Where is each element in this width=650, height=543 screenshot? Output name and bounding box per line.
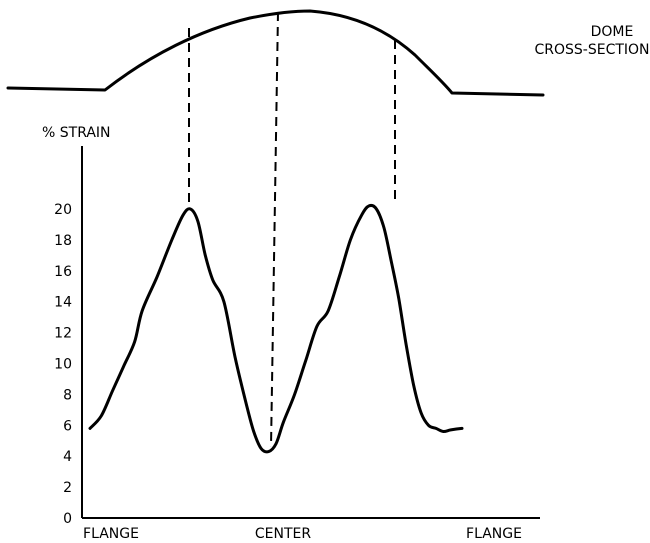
y-tick-label: 8 xyxy=(63,387,72,403)
strain-series-line xyxy=(88,203,464,454)
y-tick-label: 16 xyxy=(54,264,72,280)
y-tick-label: 18 xyxy=(54,233,72,249)
y-tick-label: 0 xyxy=(63,511,72,527)
y-tick-label: 10 xyxy=(54,357,72,373)
x-tick-label: CENTER xyxy=(255,526,311,542)
dome-label-line2: CROSS-SECTION xyxy=(534,42,649,58)
x-tick-labels: FLANGE CENTER FLANGE xyxy=(83,526,522,542)
x-tick-label: FLANGE xyxy=(83,526,139,542)
center-projection xyxy=(270,11,279,448)
y-tick-label: 12 xyxy=(54,326,72,342)
dome-label-line1: DOME xyxy=(591,24,634,40)
dome-profile xyxy=(6,9,545,97)
y-axis-label: % STRAIN xyxy=(42,125,111,141)
x-tick-label: FLANGE xyxy=(466,526,522,542)
y-tick-label: 4 xyxy=(63,449,72,465)
y-tick-labels: 0 2 4 6 8 10 12 14 16 18 20 xyxy=(54,202,72,527)
y-tick-label: 14 xyxy=(54,295,72,311)
y-tick-label: 2 xyxy=(63,480,72,496)
y-tick-label: 6 xyxy=(63,418,72,434)
y-tick-label: 20 xyxy=(54,202,72,218)
